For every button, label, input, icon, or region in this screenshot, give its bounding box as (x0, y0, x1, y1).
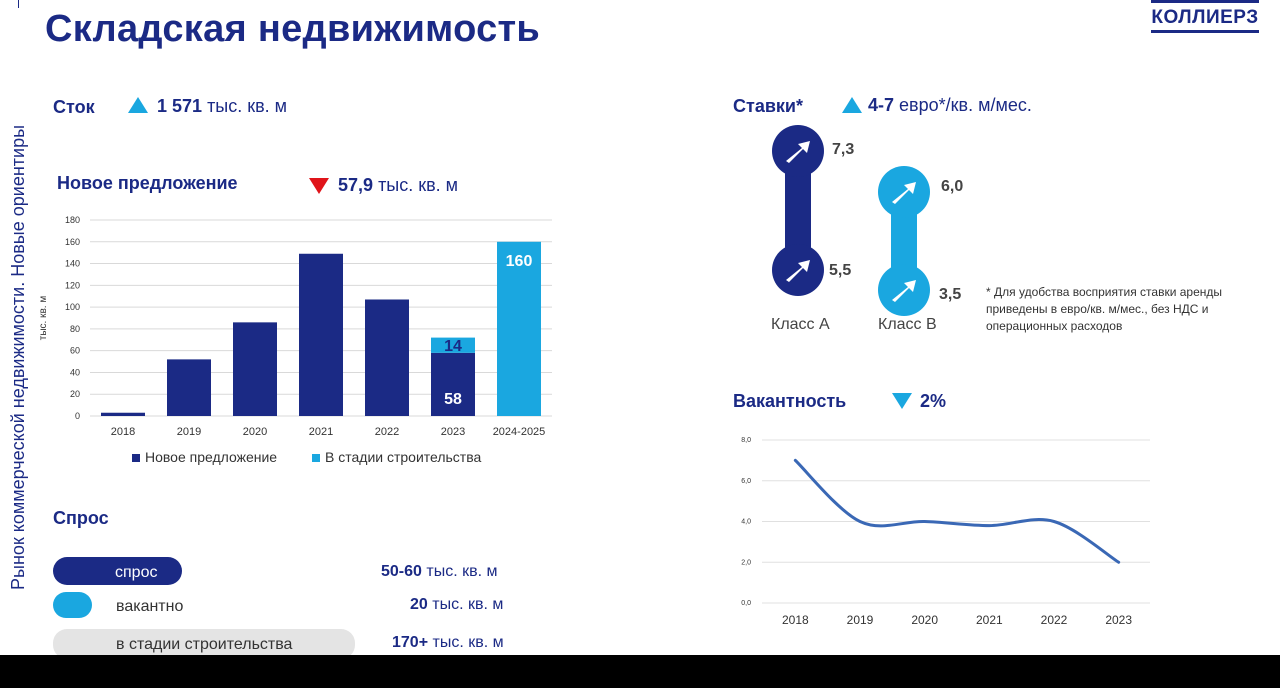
x-tick-label: 2020 (911, 613, 938, 627)
x-tick-label: 2021 (309, 426, 333, 438)
vacancy-line (793, 458, 1121, 564)
class-b-label: Класс B (878, 316, 937, 333)
demand-pill-label: спрос (115, 564, 158, 581)
arrow-up-right-icon (892, 280, 916, 302)
vacant-label: вакантно (116, 598, 184, 615)
x-tick-label: 2019 (847, 613, 874, 627)
rates-value: 4-7 евро*/кв. м/мес. (868, 95, 1032, 115)
bar (431, 352, 475, 416)
arrow-up-right-icon (786, 260, 810, 282)
legend-label: Новое предложение (145, 449, 277, 465)
construction-label: в стадии строительства (116, 636, 293, 653)
rates-label: Ставки* (733, 96, 803, 116)
top-left-rule (18, 0, 19, 8)
bar (233, 322, 277, 416)
bar (167, 359, 211, 416)
new-supply-value: 57,9 тыс. кв. м (338, 175, 459, 195)
y-tick-label: 0 (75, 411, 80, 421)
vacant-value: 20 тыс. кв. м (410, 596, 504, 613)
class-b-high-value: 6,0 (941, 178, 964, 195)
x-tick-label: 2022 (1041, 613, 1068, 627)
legend-swatch (132, 454, 140, 462)
legend-label: В стадии строительства (325, 449, 482, 465)
logo-top-rule (1151, 0, 1259, 3)
legend-swatch (312, 454, 320, 462)
y-tick-label: 100 (65, 302, 80, 312)
arrow-up-right-icon (786, 141, 810, 163)
y-tick-label: 80 (70, 324, 80, 334)
class-a-low-value: 5,5 (829, 262, 852, 279)
y-tick-label: 140 (65, 259, 80, 269)
trend-down-icon (892, 393, 912, 409)
x-tick-label: 2023 (1105, 613, 1132, 627)
class-a-high-value: 7,3 (832, 141, 855, 158)
y-tick-label: 8,0 (741, 437, 751, 444)
rates-range-graphic (772, 125, 930, 316)
class-b-low-value: 3,5 (939, 286, 962, 303)
demand-value: 50-60 тыс. кв. м (381, 563, 498, 580)
x-tick-label: 2021 (976, 613, 1003, 627)
rates-footnote: * Для удобства восприятия ставки аренды … (986, 285, 1223, 333)
trend-up-icon (128, 97, 148, 113)
y-tick-label: 60 (70, 346, 80, 356)
y-tick-label: 40 (70, 367, 80, 377)
y-tick-label: 120 (65, 280, 80, 290)
vacancy-chart: 0,0 2,0 4,0 6,0 8,0 2018 2019 2020 2021 2022 2023 (741, 437, 1150, 627)
construction-pill (53, 629, 355, 655)
stock-value: 1 571 тыс. кв. м (157, 96, 288, 116)
stock-label: Сток (53, 97, 95, 117)
slide: Складская недвижимость КОЛЛИЕРЗ Рынок ко… (0, 0, 1280, 655)
bar (101, 412, 145, 416)
y-tick-label: 0,0 (741, 600, 751, 607)
y-axis-title: тыс. кв. м (38, 296, 49, 341)
trend-up-icon (842, 97, 862, 113)
x-tick-label: 2018 (111, 426, 135, 438)
y-tick-label: 2,0 (741, 559, 751, 566)
trend-down-icon (309, 178, 329, 194)
bar (497, 241, 541, 416)
vacant-pill (53, 592, 92, 618)
x-tick-label: 2020 (243, 426, 267, 438)
y-tick-label: 160 (65, 237, 80, 247)
y-tick-label: 180 (65, 215, 80, 225)
new-supply-chart: 0 20 40 60 80 100 120 140 160 180 тыс. кв. м 2018 20… (38, 215, 552, 465)
data-label: 160 (506, 253, 533, 270)
demand-pill (53, 557, 182, 585)
class-a-high-marker (772, 125, 824, 177)
bar (431, 337, 475, 353)
x-tick-label: 2023 (441, 426, 465, 438)
logo-bottom-rule (1151, 30, 1259, 33)
demand-label: Спрос (53, 508, 109, 528)
class-a-low-marker (772, 244, 824, 296)
construction-value: 170+ тыс. кв. м (392, 634, 504, 651)
y-tick-label: 20 (70, 389, 80, 399)
data-label: 58 (444, 391, 462, 408)
bar (299, 253, 343, 416)
page-title: Складская недвижимость (45, 8, 541, 50)
y-tick-label: 4,0 (741, 519, 751, 526)
x-tick-label: 2022 (375, 426, 399, 438)
logo: КОЛЛИЕРЗ (1151, 0, 1259, 34)
logo-text: КОЛЛИЕРЗ (1151, 7, 1259, 28)
x-tick-label: 2019 (177, 426, 201, 438)
arrow-up-right-icon (892, 182, 916, 204)
vacancy-value: 2% (920, 391, 947, 411)
class-a-label: Класс A (771, 316, 830, 333)
class-b-high-marker (878, 166, 930, 218)
new-supply-label: Новое предложение (57, 173, 238, 193)
bar (365, 299, 409, 416)
class-b-low-marker (878, 264, 930, 316)
x-tick-label: 2018 (782, 613, 809, 627)
data-label: 14 (444, 338, 462, 355)
y-tick-label: 6,0 (741, 478, 751, 485)
vacancy-label: Вакантность (733, 391, 847, 411)
x-tick-label: 2024-2025 (493, 426, 546, 438)
